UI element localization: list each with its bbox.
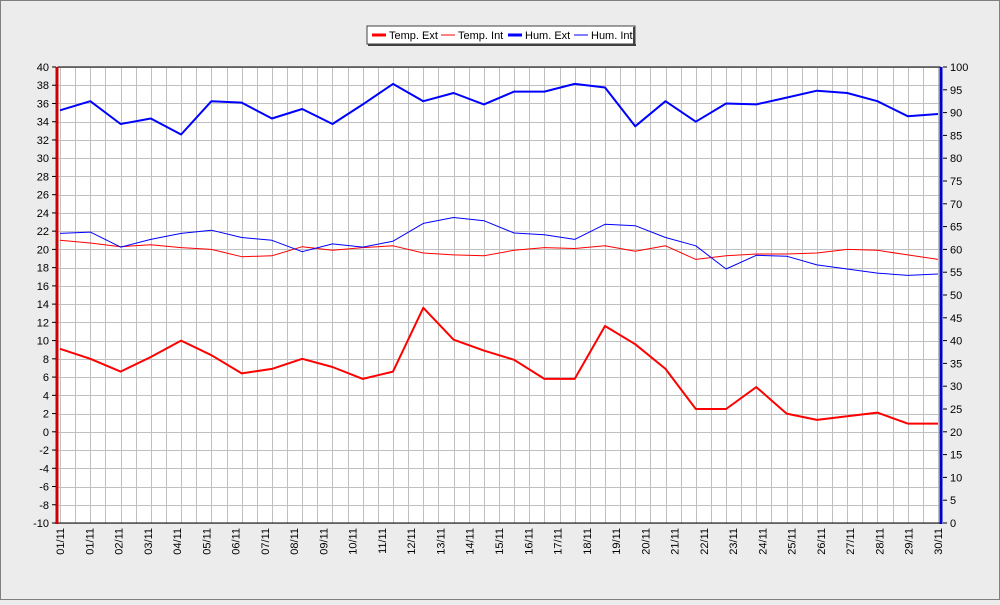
x-tick-label: 05/11 [201, 528, 213, 555]
legend-items: Temp. Ext Temp. Int Hum. Ext Hum. Int [372, 30, 633, 42]
x-tick-label: 23/11 [728, 528, 740, 555]
x-tick-label: 27/11 [845, 528, 857, 555]
x-tick-label: 02/11 [114, 528, 126, 555]
axes [55, 66, 943, 524]
right-tick-label: 20 [950, 427, 962, 439]
x-tick-label: 12/11 [406, 528, 418, 555]
x-tick-label: 29/11 [904, 528, 916, 555]
right-tick-label: 90 [950, 108, 962, 120]
right-tick-label: 80 [950, 153, 962, 165]
left-tick-label: 16 [37, 281, 49, 293]
series-line-hum-int [59, 217, 939, 276]
right-tick-label: 0 [950, 518, 956, 530]
right-tick-label: 65 [950, 222, 962, 234]
left-tick-label: 6 [43, 372, 49, 384]
left-y-tick-labels: -10-8-6-4-202468101214161820222426283032… [33, 62, 56, 530]
x-tick-label: 04/11 [172, 528, 184, 555]
x-tick-label: 14/11 [465, 528, 477, 555]
left-tick-label: 8 [43, 354, 49, 366]
left-tick-label: 30 [37, 153, 49, 165]
legend: Temp. Ext Temp. Int Hum. Ext Hum. Int [366, 25, 636, 46]
right-tick-label: 75 [950, 176, 962, 188]
x-tick-label: 09/11 [318, 528, 330, 555]
left-tick-label: 24 [37, 208, 49, 220]
right-tick-label: 70 [950, 199, 962, 211]
left-tick-label: -6 [39, 482, 49, 494]
right-tick-label: 30 [950, 381, 962, 393]
grid [58, 67, 940, 524]
left-tick-label: 14 [37, 299, 49, 311]
left-tick-label: 12 [37, 317, 49, 329]
legend-label: Temp. Ext [389, 30, 438, 42]
left-tick-label: 32 [37, 135, 49, 147]
left-tick-label: 2 [43, 409, 49, 421]
legend-label: Temp. Int [458, 30, 503, 42]
x-tick-label: 24/11 [757, 528, 769, 555]
x-tick-label: 13/11 [435, 528, 447, 555]
x-tick-label: 01/11 [55, 528, 67, 555]
x-tick-label: 17/11 [553, 528, 565, 555]
x-tick-label: 22/11 [699, 528, 711, 555]
x-tick-label: 16/11 [523, 528, 535, 555]
left-tick-label: 18 [37, 263, 49, 275]
x-tick-label: 10/11 [348, 528, 360, 555]
right-tick-label: 60 [950, 244, 962, 256]
x-tick-label: 25/11 [787, 528, 799, 555]
legend-label: Hum. Int [591, 30, 633, 42]
left-tick-label: -4 [39, 463, 49, 475]
right-tick-label: 85 [950, 130, 962, 142]
left-tick-label: 10 [37, 336, 49, 348]
x-tick-label: 20/11 [640, 528, 652, 555]
left-tick-label: 22 [37, 226, 49, 238]
right-y-tick-labels: 0 5 10 15 20 25 30 35 40 45 50 55 60 65 70 75 80 85 90 95 10… [943, 62, 968, 530]
x-tick-label: 28/11 [874, 528, 886, 555]
right-tick-label: 10 [950, 472, 962, 484]
x-tick-label: 30/11 [933, 528, 945, 555]
left-tick-label: 36 [37, 98, 49, 110]
x-tick-label: 06/11 [231, 528, 243, 555]
x-tick-label: 18/11 [582, 528, 594, 555]
right-tick-label: 40 [950, 336, 962, 348]
x-tick-label: 11/11 [377, 528, 389, 554]
x-tick-labels: 01/11 01/11 02/11 03/11 04/11 05/11 06/11 07/11… [55, 528, 945, 555]
x-tick-label: 08/11 [289, 528, 301, 555]
left-tick-label: 0 [43, 427, 49, 439]
x-tick-label: 01/11 [84, 528, 96, 555]
series-line-temp-int [59, 239, 939, 260]
right-tick-label: 50 [950, 290, 962, 302]
right-tick-label: 5 [950, 495, 956, 507]
left-tick-label: -2 [39, 445, 49, 457]
x-tick-label: 26/11 [816, 528, 828, 555]
x-tick-label: 15/11 [494, 528, 506, 555]
x-tick-label: 03/11 [143, 528, 155, 555]
series-lines [59, 82, 939, 425]
left-tick-label: 28 [37, 171, 49, 183]
x-tick-label: 07/11 [260, 528, 272, 555]
right-tick-label: 95 [950, 85, 962, 97]
right-tick-label: 45 [950, 313, 962, 325]
left-tick-label: 26 [37, 190, 49, 202]
left-tick-label: -8 [39, 500, 49, 512]
left-tick-label: 20 [37, 244, 49, 256]
x-tick-label: 21/11 [670, 528, 682, 555]
left-tick-label: -10 [33, 518, 49, 530]
left-tick-label: 4 [43, 390, 49, 402]
x-tick-label: 19/11 [611, 528, 623, 555]
right-tick-label: 55 [950, 267, 962, 279]
right-tick-label: 35 [950, 358, 962, 370]
left-tick-label: 38 [37, 80, 49, 92]
right-tick-label: 15 [950, 450, 962, 462]
series-line-temp-ext [59, 306, 938, 425]
right-tick-label: 100 [950, 62, 968, 74]
series-line-hum-ext [59, 82, 939, 136]
left-tick-label: 40 [37, 62, 49, 74]
legend-label: Hum. Ext [525, 30, 570, 42]
left-tick-label: 34 [37, 117, 49, 129]
right-tick-label: 25 [950, 404, 962, 416]
